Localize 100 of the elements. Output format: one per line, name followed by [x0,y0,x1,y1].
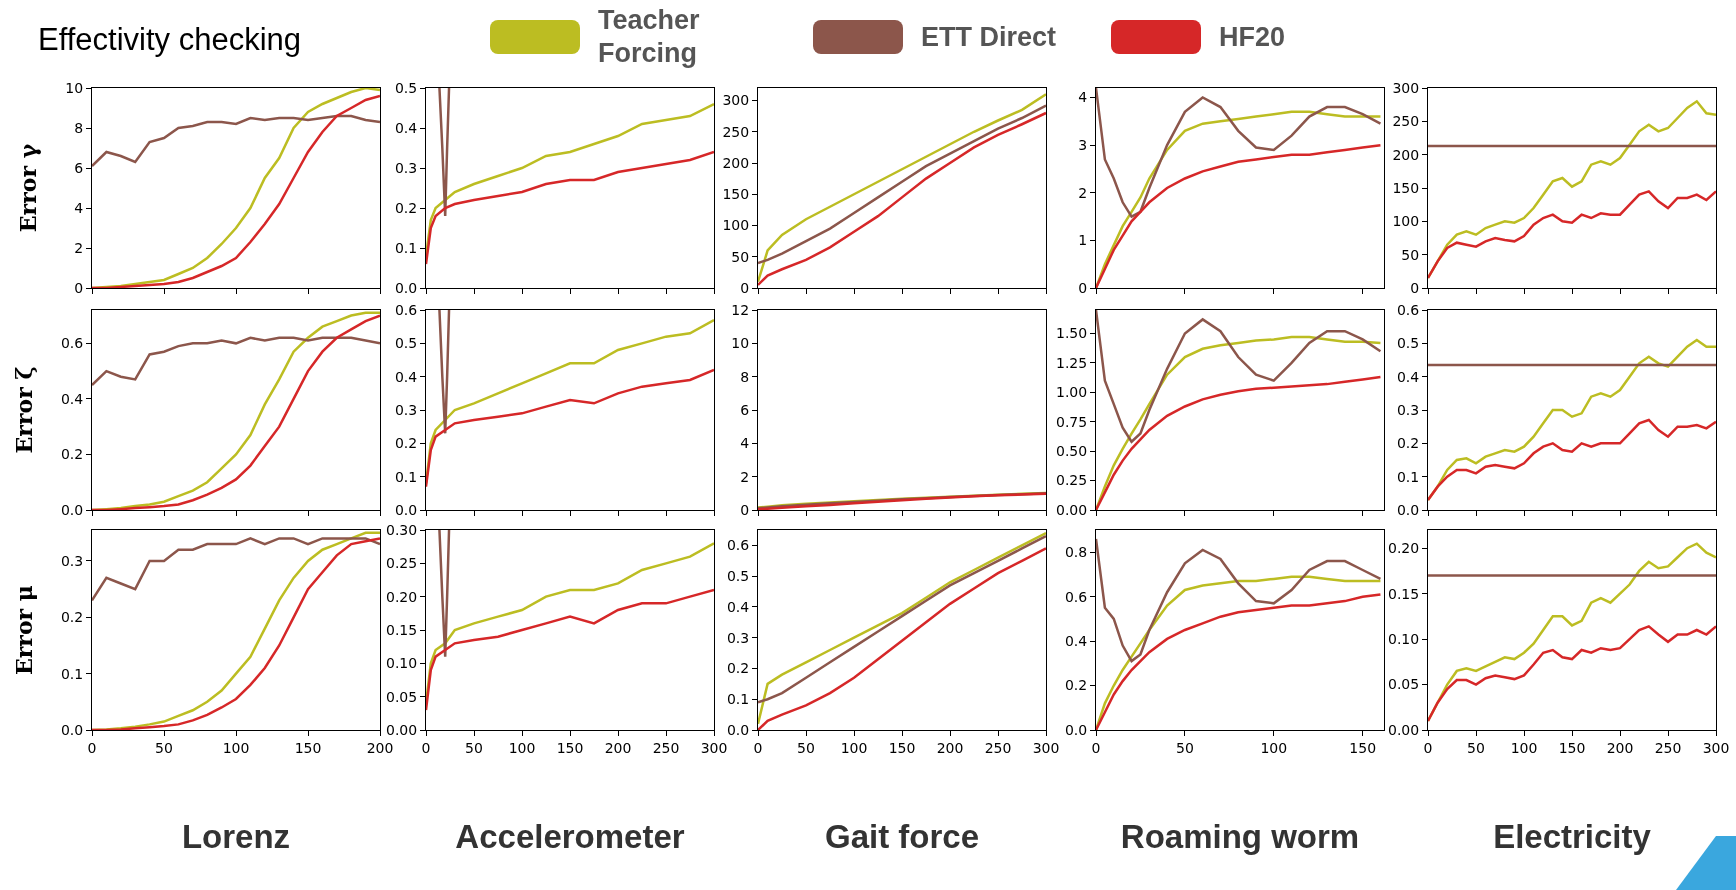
y-tick-label: 0.20 [1388,540,1420,557]
x-tick-label: 250 [1654,739,1682,756]
y-tick-label: 0.1 [1396,468,1420,485]
x-tick-label: 200 [366,739,394,756]
y-tick-label: 0.0 [1064,721,1088,738]
legend-label: HF20 [1219,20,1286,54]
y-tick-label: 1.25 [1056,354,1088,371]
x-tick-label: 150 [888,739,916,756]
y-tick-label: 4 [74,199,84,216]
y-tick-label: 0.5 [1396,335,1420,352]
y-tick-label: 0.6 [394,301,418,318]
x-tick-label: 0 [421,739,431,756]
y-tick-label: 250 [1392,113,1420,130]
y-tick-label: 0.1 [60,665,84,682]
y-tick-label: 0.4 [1064,633,1088,650]
y-tick-label: 50 [731,248,750,265]
y-tick-label: 12 [731,301,750,318]
y-tick-label: 0.05 [1388,676,1420,693]
y-tick-label: 150 [722,186,750,203]
y-tick-label: 0.4 [726,598,750,615]
y-tick-label: 0.00 [1388,721,1420,738]
y-tick-label: 0.5 [394,79,418,96]
y-tick-label: 0.00 [1056,501,1088,518]
y-tick-label: 0.1 [726,691,750,708]
x-tick-label: 0 [87,739,97,756]
y-tick-label: 0.25 [1056,472,1088,489]
y-tick-label: 0.25 [386,555,418,572]
x-tick-label: 150 [1558,739,1586,756]
y-tick-label: 2 [74,239,84,256]
y-tick-label: 0.2 [394,199,418,216]
y-tick-label: 0.2 [726,660,750,677]
y-tick-label: 0.5 [394,335,418,352]
x-tick-label: 0 [1091,739,1101,756]
y-tick-label: 0.15 [386,621,418,638]
x-tick-label: 100 [222,739,250,756]
y-tick-label: 0.10 [1388,630,1420,647]
y-tick-label: 0.3 [726,629,750,646]
y-tick-label: 0.4 [60,390,84,407]
x-tick-label: 200 [1606,739,1634,756]
y-tick-label: 300 [722,92,750,109]
x-tick-label: 50 [155,739,173,756]
y-tick-label: 4 [740,435,750,452]
x-tick-label: 300 [1032,739,1060,756]
x-axis-title: Gait force [824,818,980,856]
y-tick-label: 0.0 [726,721,750,738]
y-tick-label: 0.2 [1396,435,1420,452]
y-tick-label: 0.1 [394,468,418,485]
y-tick-label: 10 [731,335,750,352]
y-tick-label: 0.8 [1064,544,1088,561]
y-tick-label: 0.15 [1388,585,1420,602]
y-tick-label: 200 [1392,146,1420,163]
x-tick-label: 150 [556,739,584,756]
y-tick-label: 0.2 [394,435,418,452]
y-tick-label: 0.4 [394,119,418,136]
y-tick-label: 0.2 [1064,677,1088,694]
y-tick-label: 1.00 [1056,384,1088,401]
y-tick-label: 0.10 [386,655,418,672]
x-tick-label: 100 [840,739,868,756]
x-axis-title: Accelerometer [455,818,685,856]
y-tick-label: 0.3 [394,159,418,176]
y-tick-label: 0.6 [60,335,84,352]
y-tick-label: 0.75 [1056,413,1088,430]
y-tick-label: 100 [722,217,750,234]
y-tick-label: 0.0 [394,279,418,296]
x-axis-title: Roaming worm [1120,818,1360,856]
x-tick-label: 200 [604,739,632,756]
y-tick-label: 0.05 [386,688,418,705]
y-tick-label: 0 [740,279,750,296]
x-tick-label: 200 [936,739,964,756]
y-tick-label: 0.50 [1056,443,1088,460]
y-tick-label: 0.6 [1396,301,1420,318]
y-tick-label: 0.3 [1396,401,1420,418]
x-tick-label: 100 [508,739,536,756]
x-tick-label: 0 [753,739,763,756]
chart-title: Effectivity checking [38,22,302,58]
x-tick-label: 100 [1510,739,1538,756]
x-axis-title: Electricity [1493,818,1652,856]
y-tick-label: 0.1 [394,239,418,256]
x-tick-label: 100 [1260,739,1288,756]
x-tick-label: 300 [700,739,728,756]
y-tick-label: 1 [1078,232,1088,249]
y-tick-label: 150 [1392,179,1420,196]
y-tick-label: 2 [740,468,750,485]
legend-label: Teacher Forcing [598,4,701,70]
y-tick-label: 0.2 [60,609,84,626]
y-tick-label: 6 [74,159,84,176]
y-tick-label: 0.6 [726,537,750,554]
y-tick-label: 100 [1392,213,1420,230]
y-tick-label: 50 [1401,246,1420,263]
y-tick-label: 0.5 [726,568,750,585]
y-axis-title: Error ζ [10,366,37,454]
y-tick-label: 0 [74,279,84,296]
x-tick-label: 300 [1702,739,1730,756]
x-tick-label: 250 [652,739,680,756]
x-tick-label: 50 [797,739,815,756]
y-tick-label: 0.0 [60,721,84,738]
y-tick-label: 2 [1078,184,1088,201]
y-axis-title: Error γ [15,143,42,233]
y-tick-label: 0.0 [1396,501,1420,518]
y-tick-label: 0 [1410,279,1420,296]
